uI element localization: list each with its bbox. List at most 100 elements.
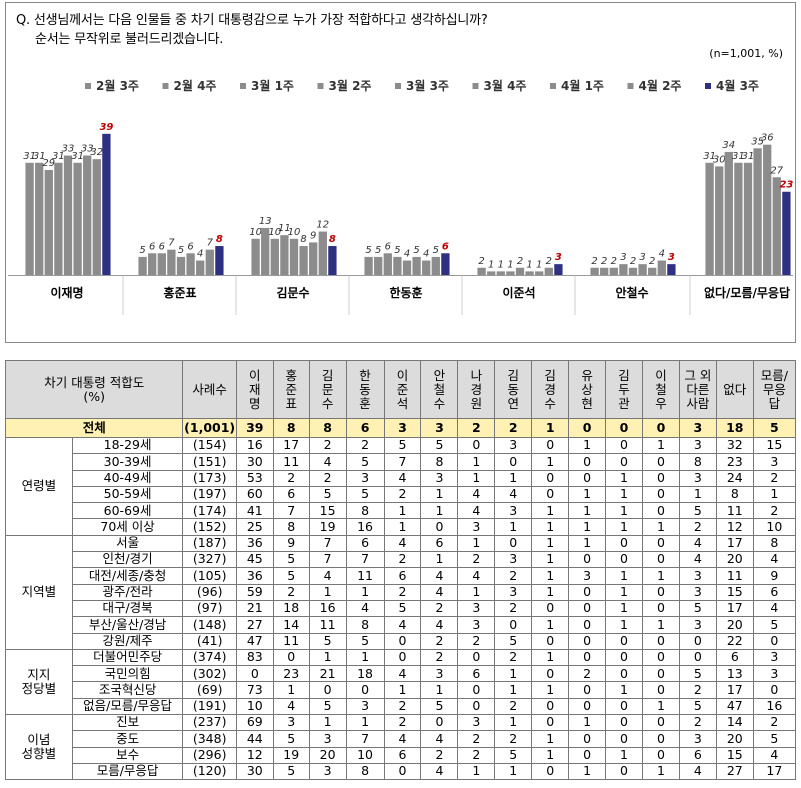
cell-value: 83 — [235, 648, 274, 667]
cell-value: 0 — [568, 551, 607, 569]
cell-value: 22 — [715, 632, 754, 650]
cell-value: 1 — [641, 616, 680, 634]
cell-value: 36 — [235, 534, 274, 553]
bar — [715, 166, 724, 275]
legend-swatch — [472, 83, 479, 89]
cell-value: 0 — [605, 453, 643, 471]
cell-value: 1 — [568, 485, 607, 504]
cell-value: 2 — [568, 665, 607, 683]
total-value: 3 — [420, 418, 459, 438]
cell-value: 19 — [308, 518, 347, 536]
data-label: 6 — [442, 241, 449, 252]
bar — [431, 256, 440, 275]
cell-value: 3 — [752, 648, 797, 667]
cell-value: 2 — [308, 469, 347, 487]
cell-value: 16 — [235, 436, 274, 455]
data-label: 31 — [71, 151, 84, 162]
cell-value: 1 — [531, 453, 570, 471]
table-row: 연령별 18-29세 (154) 16 17 2 2 5 5 0 3 0 1 0 1 3 32 15 — [5, 436, 797, 536]
data-label: 5 — [394, 245, 400, 256]
total-value: 8 — [272, 418, 310, 438]
cell-value: 4 — [420, 616, 459, 634]
data-label: 2 — [591, 256, 597, 267]
row-sample: (41) — [182, 632, 237, 650]
cell-value: 2 — [752, 502, 797, 520]
cell-value: 3 — [494, 551, 533, 569]
cell-value: 2 — [457, 551, 496, 569]
cell-value: 8 — [420, 453, 459, 471]
legend-swatch — [395, 83, 401, 89]
cell-value: 2 — [308, 436, 347, 455]
cell-value: 9 — [752, 567, 797, 585]
table-row: 대전/세종/충청 (105) 36 5 4 11 6 4 4 2 1 3 1 1 3 11 9 — [6, 567, 797, 585]
cell-value: 3 — [457, 616, 496, 634]
bar — [648, 267, 657, 275]
cell-value: 4 — [383, 534, 422, 553]
bar — [289, 238, 299, 275]
cell-value: 1 — [494, 665, 533, 683]
data-label: 3 — [555, 252, 562, 263]
cell-value: 0 — [605, 551, 643, 569]
cell-value: 7 — [345, 551, 385, 569]
data-label: 6 — [149, 241, 155, 252]
cell-value: 0 — [235, 665, 274, 683]
cell-value: 2 — [678, 518, 717, 536]
cell-value: 1 — [531, 567, 570, 585]
cell-value: 1 — [383, 518, 422, 536]
row-sample: (191) — [182, 697, 237, 716]
cell-value: 13 — [715, 665, 754, 683]
cell-value: 4 — [678, 551, 717, 569]
cell-value: 7 — [272, 502, 310, 520]
bar — [477, 267, 486, 275]
cell-value: 1 — [457, 453, 496, 471]
cell-value: 10 — [235, 697, 274, 716]
bar — [705, 162, 714, 275]
cell-value: 0 — [641, 453, 680, 471]
cell-value: 2 — [420, 746, 459, 764]
data-label: 1 — [498, 259, 504, 270]
cell-value: 0 — [420, 518, 459, 536]
cell-value: 73 — [235, 681, 274, 699]
cell-value: 1 — [641, 518, 680, 536]
cell-value: 3 — [494, 583, 533, 601]
cell-value: 3 — [308, 730, 347, 748]
cell-value: 1 — [641, 436, 680, 455]
cell-value: 1 — [420, 502, 459, 520]
cell-value: 1 — [494, 762, 533, 781]
cell-value: 21 — [308, 665, 347, 683]
cell-value: 4 — [457, 485, 496, 504]
cell-value: 1 — [752, 485, 797, 504]
cell-value: 5 — [752, 730, 797, 748]
cell-value: 3 — [494, 436, 533, 455]
cell-value: 0 — [641, 551, 680, 569]
cell-value: 2 — [678, 681, 717, 699]
data-label: 1 — [536, 259, 542, 270]
data-label: 4 — [659, 249, 665, 260]
cell-value: 11 — [272, 453, 310, 471]
cell-value: 0 — [605, 730, 643, 748]
total-value: 0 — [641, 418, 680, 438]
bar — [441, 253, 450, 275]
data-label: 7 — [168, 238, 175, 249]
cell-value: 19 — [272, 746, 310, 764]
cell-value: 0 — [605, 648, 643, 667]
cell-value: 1 — [531, 730, 570, 748]
cell-value: 17 — [715, 599, 754, 618]
data-label: 2 — [630, 256, 636, 267]
cell-value: 3 — [494, 502, 533, 520]
cell-value: 4 — [420, 762, 459, 781]
bar — [176, 256, 186, 275]
bar — [196, 260, 205, 275]
row-sample: (374) — [182, 648, 237, 667]
cell-value: 5 — [494, 632, 533, 650]
cell-value: 0 — [308, 681, 347, 699]
cell-value: 2 — [752, 469, 797, 487]
cell-value: 1 — [383, 681, 422, 699]
cell-value: 15 — [715, 583, 754, 601]
cell-value: 0 — [531, 697, 570, 716]
cell-value: 0 — [568, 697, 607, 716]
cell-value: 1 — [531, 616, 570, 634]
cell-value: 1 — [605, 583, 643, 601]
